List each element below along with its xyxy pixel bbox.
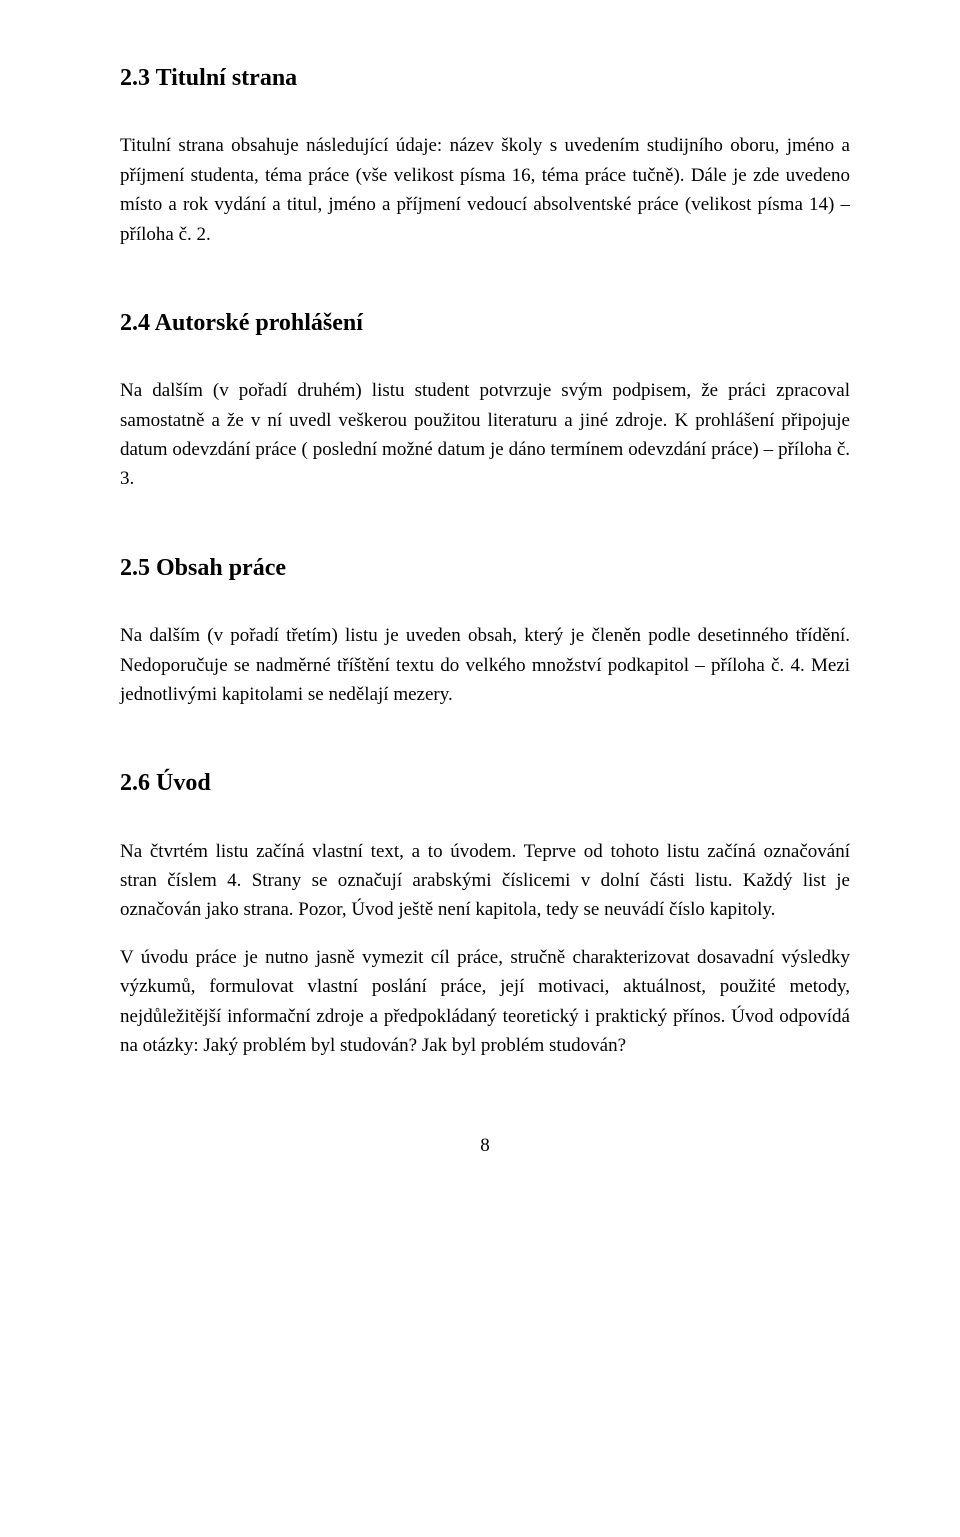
- section-heading-2-3: 2.3 Titulní strana: [120, 60, 850, 97]
- paragraph: Titulní strana obsahuje následující údaj…: [120, 131, 850, 249]
- paragraph: Na dalším (v pořadí druhém) listu studen…: [120, 376, 850, 494]
- section-heading-2-5: 2.5 Obsah práce: [120, 550, 850, 587]
- paragraph: Na čtvrtém listu začíná vlastní text, a …: [120, 837, 850, 925]
- section-heading-2-4: 2.4 Autorské prohlášení: [120, 305, 850, 342]
- paragraph: Na dalším (v pořadí třetím) listu je uve…: [120, 621, 850, 709]
- page-number: 8: [120, 1131, 850, 1160]
- section-heading-2-6: 2.6 Úvod: [120, 765, 850, 802]
- paragraph: V úvodu práce je nutno jasně vymezit cíl…: [120, 943, 850, 1061]
